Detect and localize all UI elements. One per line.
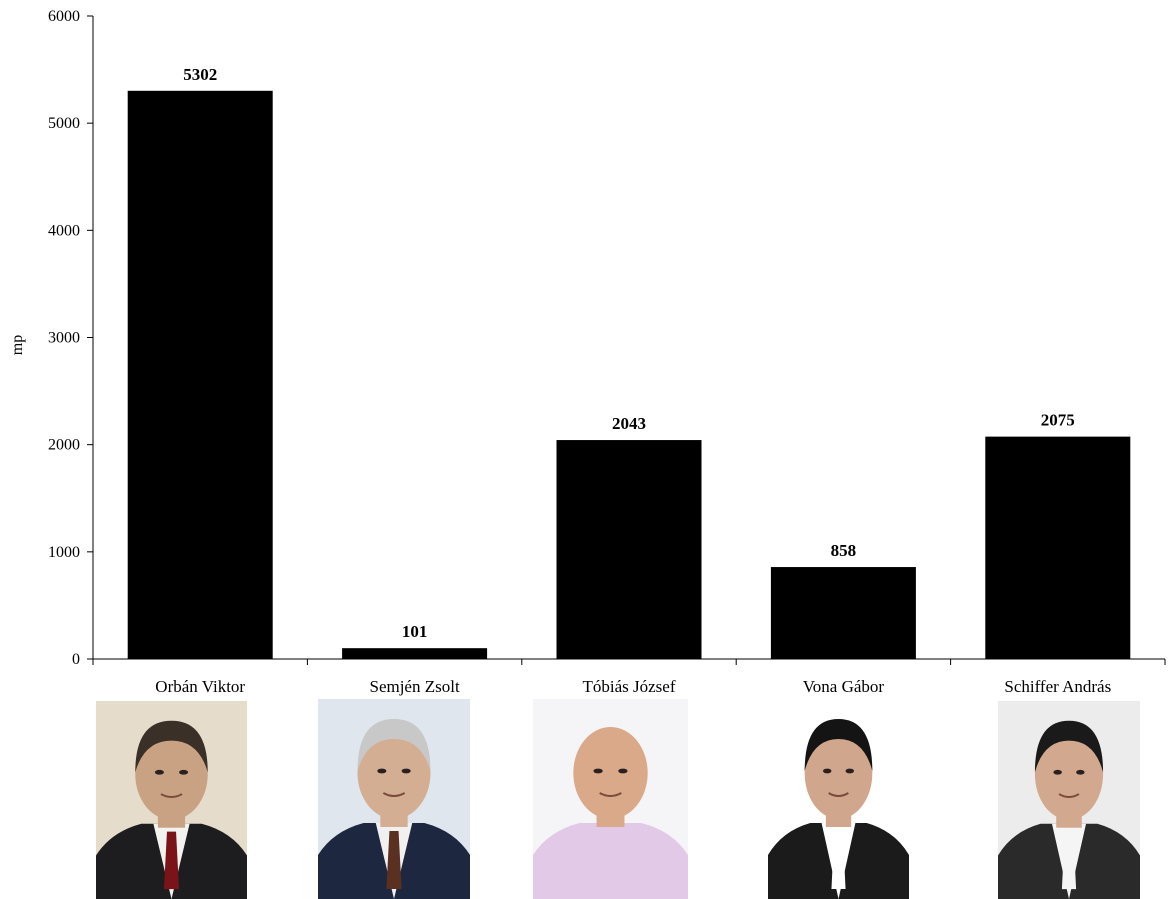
bars: [127, 90, 1131, 660]
portrait-photo: [96, 701, 247, 899]
y-tick-label: 1000: [48, 544, 80, 561]
data-label: 858: [831, 541, 857, 560]
y-tick-label: 3000: [48, 330, 80, 347]
portrait-photo: [998, 701, 1140, 899]
category-label: Schiffer András: [1004, 677, 1111, 696]
portrait-photo: [768, 699, 909, 899]
y-tick-label: 4000: [48, 222, 80, 239]
data-label: 101: [402, 622, 428, 641]
category-label: Semjén Zsolt: [369, 677, 459, 696]
y-axis: 0 1000 2000 3000 4000 5000 6000: [48, 8, 94, 668]
bar: [342, 648, 488, 659]
data-label: 5302: [183, 65, 217, 84]
portrait-photo: [533, 699, 688, 899]
y-axis-title: mp: [9, 335, 26, 355]
y-tick-label: 5000: [48, 115, 80, 132]
bar: [127, 90, 273, 660]
y-tick-label: 6000: [48, 8, 80, 25]
category-labels: Orbán Viktor Semjén Zsolt Tóbiás József Von…: [155, 677, 1111, 696]
bar: [556, 440, 702, 659]
category-label: Vona Gábor: [803, 677, 885, 696]
bar: [770, 567, 916, 659]
bar: [985, 436, 1131, 659]
category-label: Tóbiás József: [582, 677, 675, 696]
value-labels: 5302 101 2043 858 2075: [183, 65, 1075, 641]
data-label: 2043: [612, 414, 646, 433]
data-label: 2075: [1041, 411, 1075, 430]
x-axis: [92, 658, 1166, 665]
y-tick-label: 2000: [48, 437, 80, 454]
portrait-photo: [318, 699, 470, 899]
y-tick-label: 0: [72, 651, 80, 668]
category-label: Orbán Viktor: [155, 677, 245, 696]
